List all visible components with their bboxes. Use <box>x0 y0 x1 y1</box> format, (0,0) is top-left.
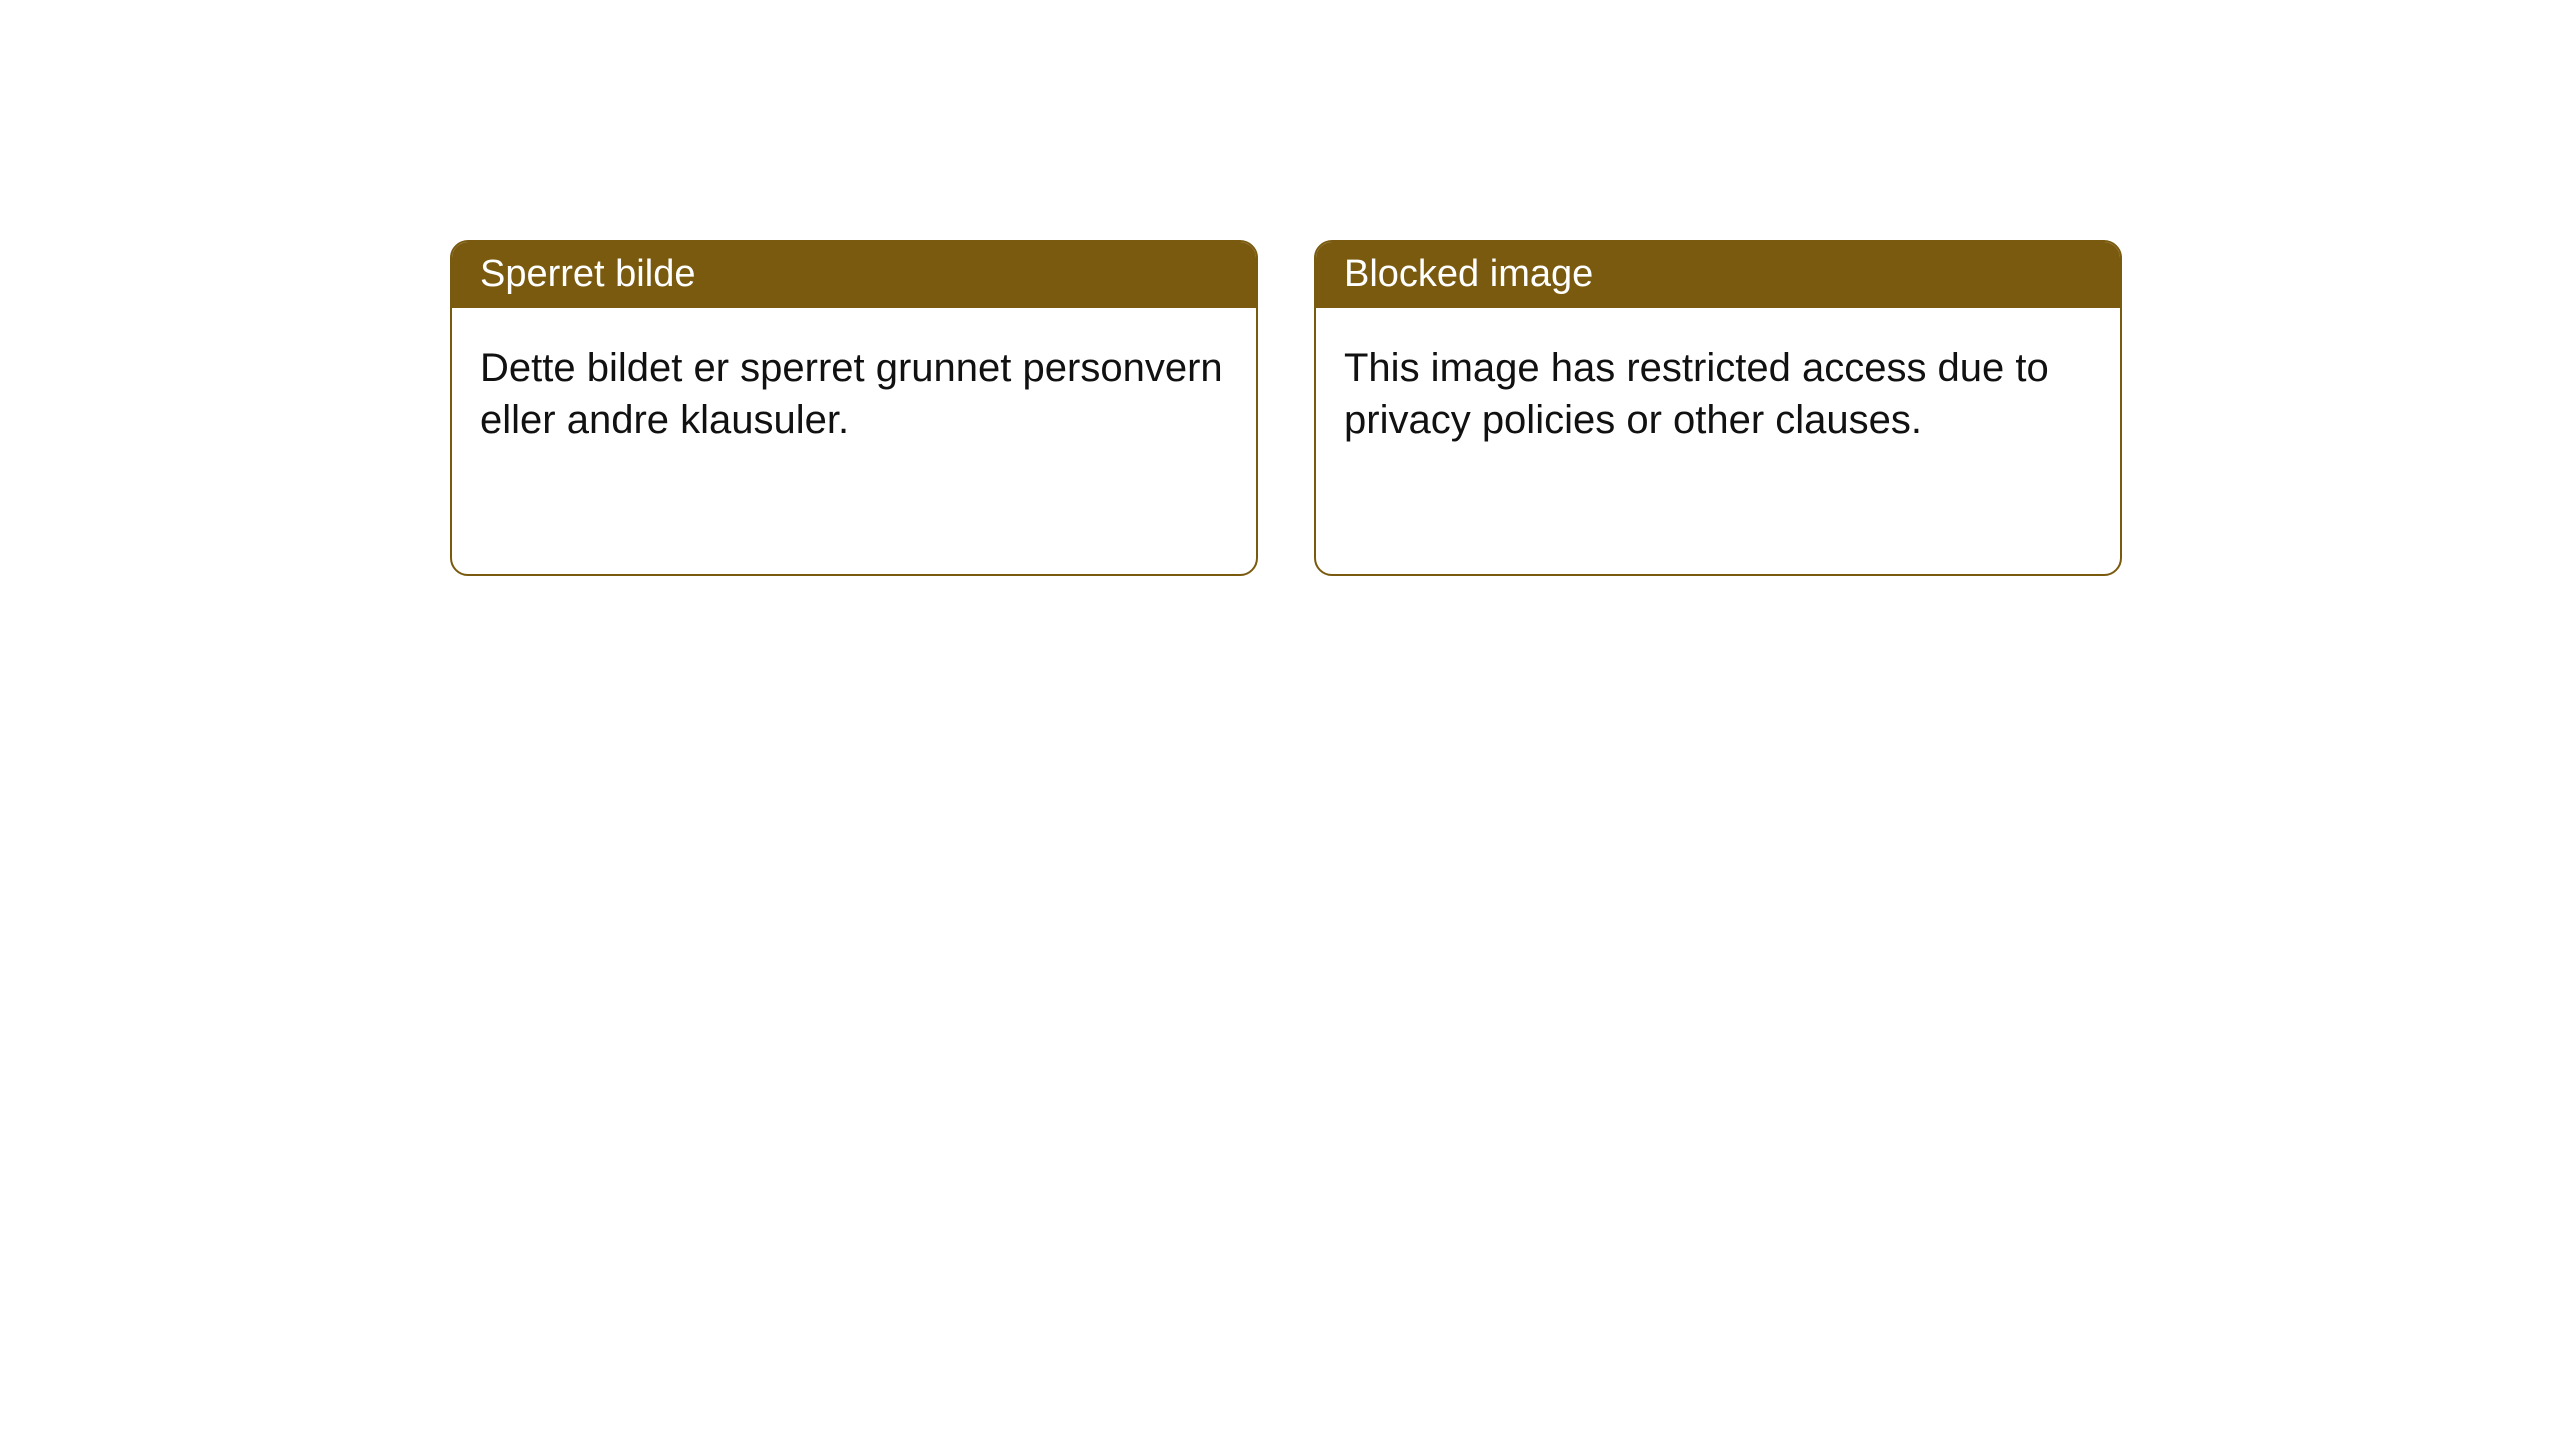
notice-title: Sperret bilde <box>480 253 695 295</box>
notice-card-header: Sperret bilde <box>452 242 1256 308</box>
notice-card-body: This image has restricted access due to … <box>1316 308 2120 480</box>
notice-card-body: Dette bildet er sperret grunnet personve… <box>452 308 1256 480</box>
notice-message: This image has restricted access due to … <box>1344 346 2049 442</box>
notice-message: Dette bildet er sperret grunnet personve… <box>480 346 1223 442</box>
notice-title: Blocked image <box>1344 253 1593 295</box>
notice-cards-container: Sperret bilde Dette bildet er sperret gr… <box>450 240 2122 576</box>
notice-card-header: Blocked image <box>1316 242 2120 308</box>
notice-card-english: Blocked image This image has restricted … <box>1314 240 2122 576</box>
notice-card-norwegian: Sperret bilde Dette bildet er sperret gr… <box>450 240 1258 576</box>
